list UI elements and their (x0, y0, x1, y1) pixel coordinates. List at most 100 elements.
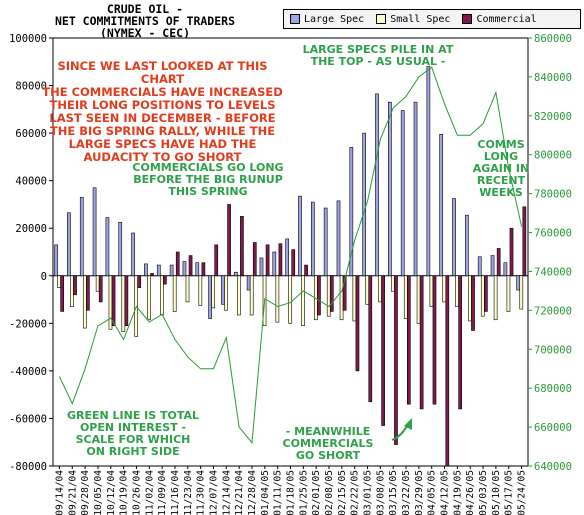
y-right-tick-label: 840000 (534, 72, 572, 84)
annotation-large-specs-pile-in: LARGE SPECS PILE IN AT THE TOP - AS USUA… (302, 43, 454, 68)
legend-swatch-commercial (462, 14, 473, 24)
x-tick-label: 03/29/05 (414, 470, 425, 515)
bar-large-spec (105, 217, 110, 277)
bar-commercial (445, 275, 450, 467)
bar-small-spec (519, 275, 524, 310)
bar-large-spec (503, 262, 508, 277)
y-left-tick-label: 80000 (15, 81, 47, 93)
annotation-arrowhead (404, 418, 412, 430)
bar-large-spec (413, 101, 418, 277)
y-left-tick-label: 0 (41, 271, 47, 283)
bar-small-spec (326, 275, 331, 317)
bar-large-spec (298, 195, 302, 277)
bar-large-spec (169, 264, 174, 277)
y-right-tick-label: 760000 (534, 228, 572, 240)
bar-commercial (342, 275, 347, 311)
bar-large-spec (465, 214, 469, 277)
x-tick-label: 10/12/04 (106, 470, 117, 515)
y-right-tick-label: 820000 (534, 111, 572, 123)
x-tick-label: 05/24/05 (517, 470, 528, 515)
y-right-tick-label: 700000 (534, 344, 572, 356)
x-tick-label: 03/01/05 (363, 470, 374, 515)
bar-commercial (317, 275, 321, 316)
bar-commercial (98, 275, 103, 303)
x-tick-label: 11/30/04 (196, 470, 207, 515)
bar-small-spec (468, 275, 472, 322)
bar-large-spec (439, 134, 444, 277)
x-tick-label: 12/14/04 (221, 470, 232, 515)
bar-large-spec (516, 275, 521, 291)
bar-small-spec (429, 275, 434, 307)
legend-swatch-large-spec (290, 14, 300, 24)
bar-commercial (201, 262, 206, 277)
bar-large-spec (362, 132, 367, 277)
y-left-tick-label: 20000 (15, 223, 47, 235)
bar-commercial (150, 273, 154, 277)
x-tick-label: 02/08/05 (324, 470, 335, 515)
bar-commercial (227, 204, 231, 277)
x-tick-label: 01/11/05 (273, 470, 284, 515)
annotation-commercials-go-long: COMMERCIALS GO LONG BEFORE THE BIG RUNUP… (132, 161, 284, 198)
chart-title: CRUDE OIL - NET COMMITMENTS OF TRADERS (… (40, 3, 250, 39)
legend-item-small-spec: Small Spec (376, 14, 450, 25)
x-tick-label: 03/22/05 (401, 470, 412, 515)
y-left-tick-label: 100000 (9, 33, 47, 45)
y-right-tick-label: 660000 (534, 422, 572, 434)
bar-large-spec (233, 271, 238, 277)
bar-small-spec (147, 275, 151, 321)
x-tick-label: 11/09/04 (157, 470, 168, 515)
annotation-green-line-open-interest: GREEN LINE IS TOTAL OPEN INTEREST - SCAL… (66, 409, 200, 458)
bar-small-spec (378, 275, 382, 303)
x-tick-label: 11/16/04 (170, 470, 181, 515)
x-tick-label: 09/21/04 (67, 470, 78, 515)
bar-commercial (60, 275, 65, 312)
bar-commercial (329, 275, 334, 312)
x-tick-label: 01/25/05 (298, 470, 309, 515)
x-tick-label: 09/28/04 (80, 470, 91, 515)
bar-large-spec (54, 244, 58, 277)
bar-commercial (137, 275, 142, 288)
bar-large-spec (79, 197, 84, 277)
x-tick-label: 12/28/04 (247, 470, 258, 515)
x-tick-label: 05/17/05 (504, 470, 515, 515)
bar-small-spec (95, 275, 100, 292)
y-right-tick-label: 680000 (534, 383, 572, 395)
x-tick-label: 12/07/04 (208, 470, 219, 515)
bar-large-spec (221, 275, 225, 305)
x-tick-label: 05/10/05 (491, 470, 502, 515)
bar-small-spec (493, 275, 498, 321)
bar-small-spec (288, 275, 293, 324)
bar-large-spec (182, 261, 187, 277)
bar-small-spec (416, 275, 421, 324)
x-tick-label: 10/05/04 (93, 470, 104, 515)
bar-large-spec (400, 110, 405, 277)
bar-small-spec (185, 275, 190, 303)
bar-commercial (73, 275, 77, 296)
bar-large-spec (195, 262, 200, 277)
bar-commercial (175, 251, 180, 277)
y-right-tick-label: 640000 (534, 461, 572, 473)
y-right-tick-label: 740000 (534, 266, 572, 278)
bar-small-spec (82, 275, 87, 329)
y-left-tick-label: 40000 (15, 176, 47, 188)
bar-small-spec (70, 275, 74, 307)
x-tick-label: 09/14/04 (54, 470, 65, 515)
y-right-tick-label: 720000 (534, 305, 572, 317)
bar-commercial (471, 275, 475, 331)
bar-commercial (368, 275, 373, 403)
bar-commercial (432, 275, 437, 405)
x-tick-label: 04/26/05 (465, 470, 476, 515)
bar-commercial (188, 255, 193, 277)
bar-large-spec (310, 201, 315, 277)
bar-large-spec (92, 187, 97, 277)
bar-large-spec (246, 275, 251, 291)
bar-small-spec (237, 275, 241, 316)
bar-large-spec (208, 275, 212, 319)
chart-title-line-2: NET COMMITMENTS OF TRADERS (54, 14, 235, 28)
bar-small-spec (224, 275, 228, 311)
bar-large-spec (285, 238, 289, 277)
legend-item-large-spec: Large Spec (290, 14, 364, 25)
x-tick-label: 04/05/05 (427, 470, 438, 515)
bar-large-spec (118, 221, 123, 277)
